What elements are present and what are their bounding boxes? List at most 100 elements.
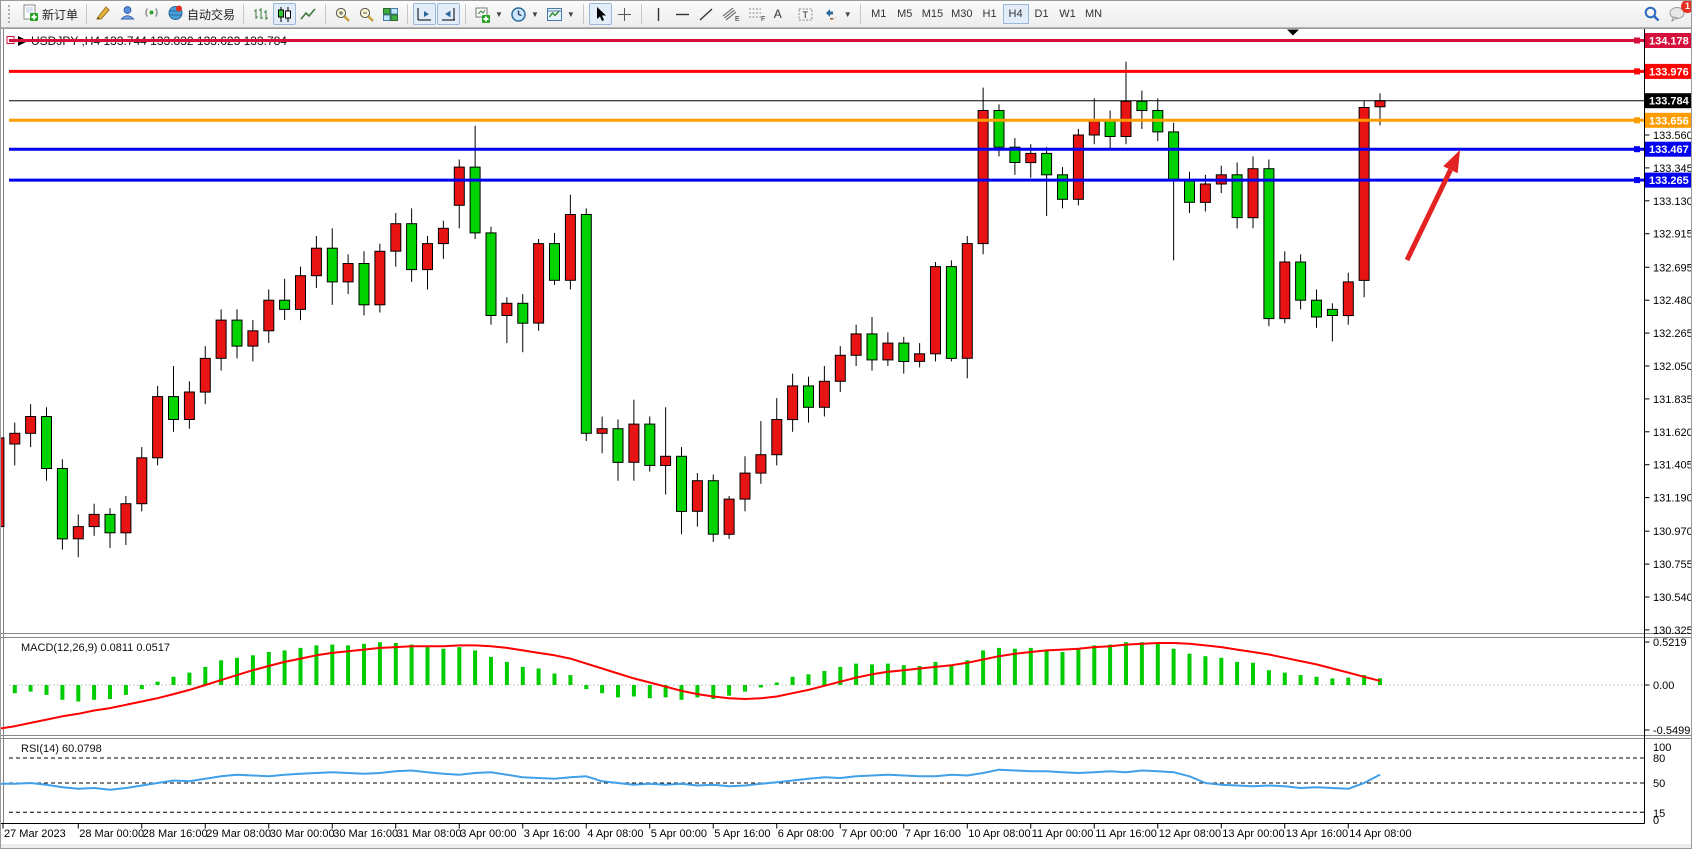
annotation-arrow-head[interactable] [1443,150,1460,174]
price-tick-label: 131.835 [1653,394,1692,406]
macd-bar [473,650,478,685]
candle [358,251,370,316]
hline-right-handle[interactable] [1634,68,1640,75]
candle [1041,147,1053,217]
candle [1057,167,1068,209]
timeframe-button-m1[interactable]: M1 [866,4,892,24]
macd-bar [520,666,525,685]
new-chart-button[interactable]: ▼ [471,3,506,25]
svg-text:E: E [735,16,740,23]
hline-right-handle[interactable] [1634,37,1640,44]
macd-bar [1076,648,1081,685]
hline-right-handle[interactable] [1634,117,1640,124]
cursor-button[interactable] [588,3,612,25]
macd-bar [1266,670,1271,685]
candle [88,503,100,536]
candle [41,407,52,481]
label-tool-icon: T [798,8,813,20]
macd-bar [1314,676,1319,685]
auto-scroll-button[interactable] [437,3,461,25]
zoom-out-button[interactable] [355,3,378,25]
timeframe-button-h4[interactable]: H4 [1002,4,1029,24]
price-badge [1645,63,1691,79]
arrows-button[interactable]: ▼ [820,3,855,25]
price-tick-label: 132.480 [1653,295,1692,307]
candle [882,332,894,366]
rsi-scale-label: 0 [1653,815,1659,827]
hline-right-handle[interactable] [1634,177,1640,184]
macd-bar [552,673,557,685]
timeframe-button-m15[interactable]: M15 [918,4,947,24]
text-button[interactable]: A [771,3,793,25]
candle [564,194,576,290]
candle [215,309,227,371]
price-badge-label: 133.656 [1649,115,1689,127]
tile-windows-button[interactable] [379,3,402,25]
chevron-down-icon: ▼ [530,9,539,19]
hline-right-handle[interactable] [1634,146,1640,153]
metaeditor-button[interactable] [92,3,115,25]
macd-bar [758,685,763,688]
price-tick-label: 133.345 [1653,163,1692,175]
time-axis-label: 3 Apr 00:00 [460,828,516,840]
crosshair-button[interactable] [613,3,636,25]
trendline-button[interactable] [695,3,718,25]
vertical-line-button[interactable] [647,3,670,25]
macd-bar [441,648,446,685]
horizontal-line-button[interactable] [671,3,694,25]
signals-button[interactable] [140,3,163,25]
zoom-in-button[interactable] [331,3,354,25]
search-button[interactable] [1640,3,1664,25]
notifications-button[interactable]: 1 [1665,1,1691,25]
price-tick-label: 132.695 [1653,262,1692,274]
candle [898,336,910,374]
timeframe-button-h1[interactable]: H1 [977,4,1003,24]
toolbar-grip[interactable] [8,5,15,23]
toolbar-separator [243,4,245,24]
crosshair-icon [617,7,631,21]
timeframe-button-m5[interactable]: M5 [892,4,918,24]
bar-chart-button[interactable] [249,3,272,25]
line-chart-button[interactable] [297,3,320,25]
timeframe-button-mn[interactable]: MN [1081,4,1107,24]
auto-trading-button[interactable]: 自动交易 [164,3,238,25]
candlestick-chart-button[interactable] [273,3,297,25]
macd-bar [584,685,589,690]
text-label-button[interactable]: T [794,3,819,25]
macd-scale-label: 0.5219 [1653,637,1687,649]
price-badge-label: 134.178 [1649,35,1689,47]
period-button[interactable]: ▼ [507,3,542,25]
line-chart-icon [300,7,316,20]
timeframe-button-w1[interactable]: W1 [1055,4,1081,24]
timeframe-button-m30[interactable]: M30 [947,4,976,24]
candle [1342,272,1354,325]
time-axis-label: 13 Apr 16:00 [1286,828,1348,840]
new-order-button[interactable]: 新订单 [19,3,81,25]
macd-histogram [12,642,1382,702]
candle [818,366,830,417]
template-button[interactable]: ▼ [543,3,578,25]
rsi-scale-label: 100 [1653,742,1671,754]
new-order-label: 新订单 [42,7,79,22]
community-button[interactable] [116,3,139,25]
price-badge [1645,172,1691,188]
candle [72,514,84,558]
annotation-arrow-shaft[interactable] [1404,168,1453,262]
macd-bar [1028,647,1033,685]
candle [755,421,767,484]
macd-bar [1219,657,1224,685]
fibonacci-icon: F [748,8,765,23]
macd-bar [409,644,414,685]
new-order-icon [22,4,39,24]
timeframe-button-d1[interactable]: D1 [1029,4,1055,24]
candlestick-series [1,61,1386,558]
candle [612,419,624,481]
candle [1279,251,1291,324]
svg-text:F: F [761,16,765,23]
chart-shift-button[interactable] [413,3,437,25]
macd-bar [12,685,17,694]
equidistant-channel-button[interactable]: E [719,3,744,25]
fibonacci-button[interactable]: F [745,3,770,25]
macd-bar [997,647,1001,685]
